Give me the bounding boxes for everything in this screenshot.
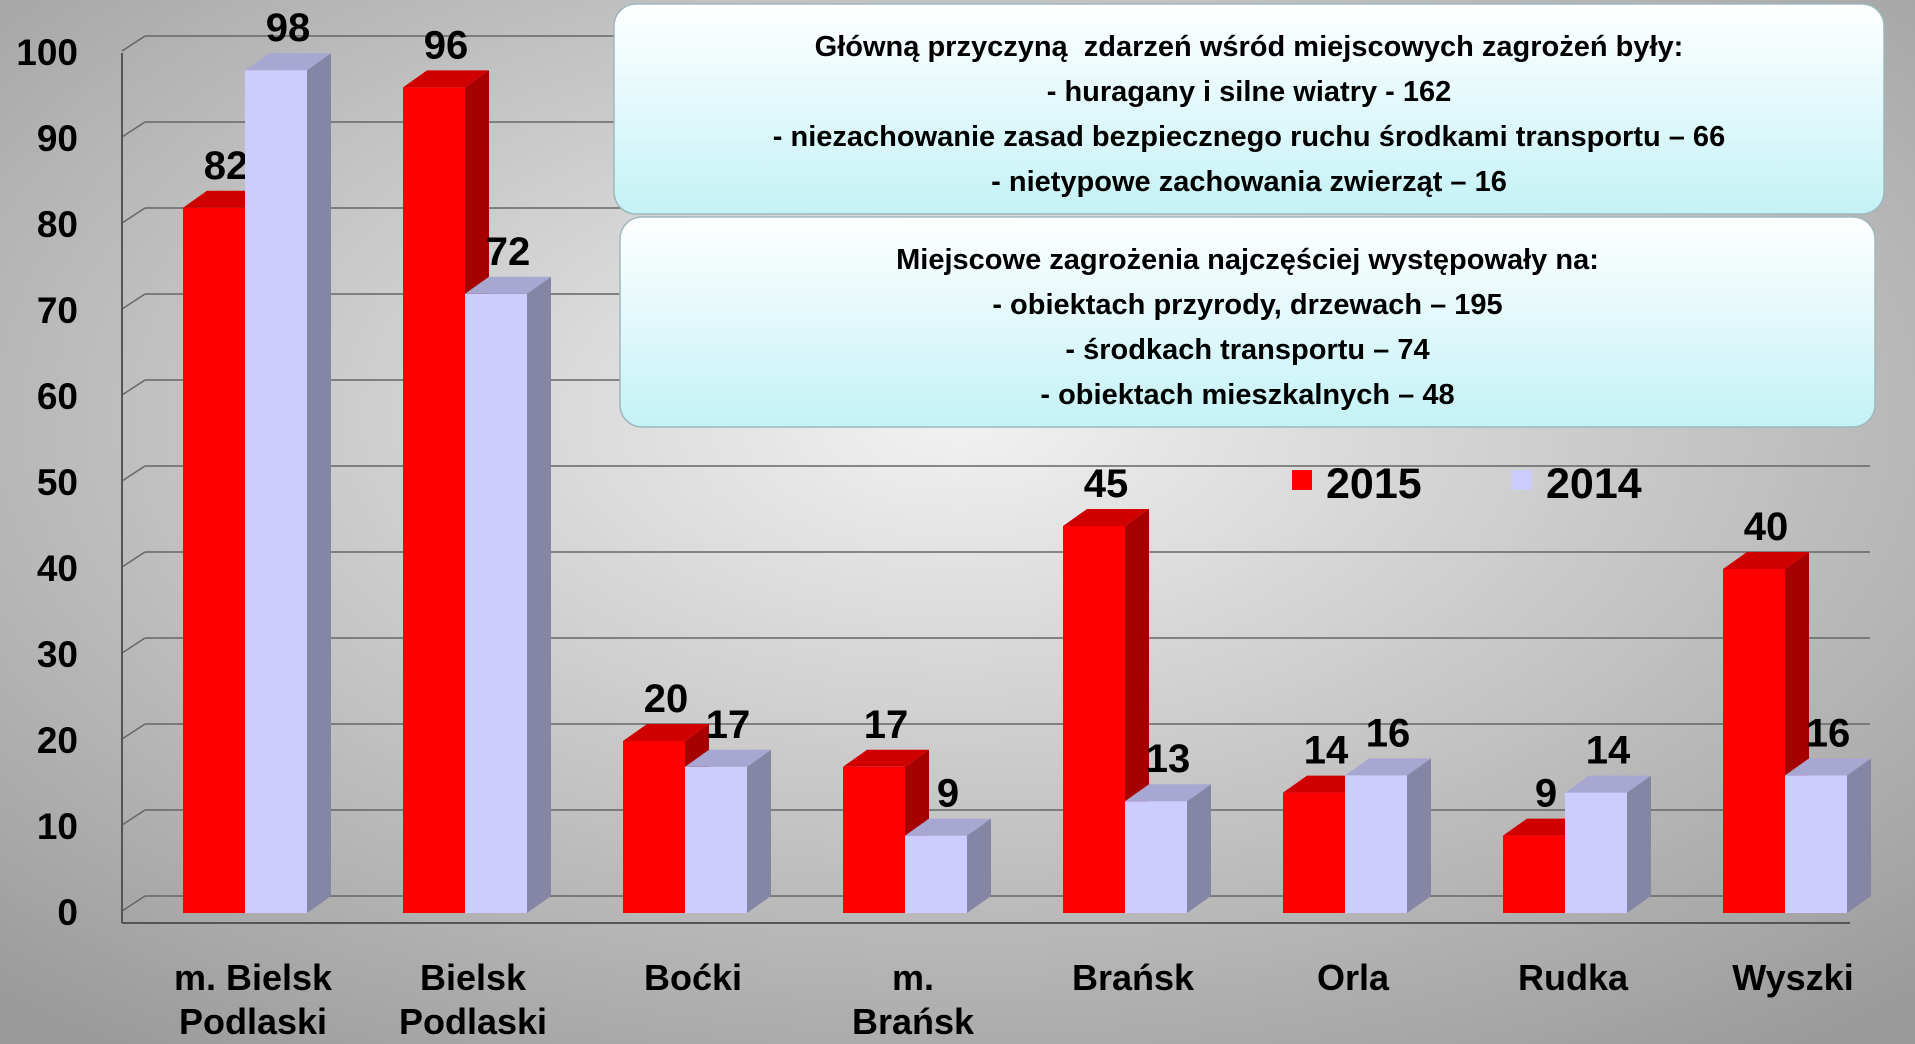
x-tick-label: Brańsk [1072, 957, 1195, 998]
bar-top [843, 749, 929, 767]
annotation-box [613, 3, 1885, 215]
y-tick-label: 100 [16, 32, 78, 73]
bar-side [1187, 784, 1211, 913]
data-label: 98 [266, 6, 311, 50]
legend-label: 2015 [1326, 460, 1422, 508]
y-tick-label: 50 [37, 462, 78, 503]
legend-swatch [1292, 470, 1312, 490]
x-tick-label: Rudka [1518, 957, 1629, 998]
x-tick-label: Boćki [644, 957, 742, 998]
data-label: 82 [204, 144, 249, 188]
annotation-box [619, 216, 1876, 428]
data-label: 72 [486, 230, 531, 274]
bar-top [1785, 758, 1871, 776]
bar-top [1063, 509, 1149, 526]
annotation-text: - obiektach mieszkalnych – 48 [1040, 379, 1454, 411]
bar-top [1723, 552, 1809, 569]
bar-top [623, 724, 709, 741]
bar-top [905, 818, 991, 836]
bar-side [1407, 758, 1431, 913]
annotation-text: Główną przyczyną zdarzeń wśród miejscowy… [815, 31, 1684, 63]
bar [1503, 835, 1565, 913]
bar-top [685, 749, 771, 767]
data-label: 45 [1084, 462, 1129, 506]
data-label: 96 [424, 23, 469, 67]
data-label: 17 [864, 703, 909, 747]
annotation-text: - obiektach przyrody, drzewach – 195 [992, 289, 1502, 321]
grid-line [121, 723, 146, 740]
y-tick-label: 20 [37, 720, 78, 761]
bar [843, 766, 905, 913]
grid-line [121, 293, 146, 310]
legend-label: 2014 [1546, 460, 1642, 508]
grid-line [121, 207, 146, 224]
bar [1345, 775, 1407, 913]
y-tick-label: 10 [37, 806, 78, 847]
grid-line [121, 35, 146, 52]
x-tick-label: Wyszki [1732, 957, 1853, 998]
y-tick-label: 60 [37, 376, 78, 417]
grid-line [121, 121, 146, 138]
x-tick-label: m. Bielsk Podlaski [174, 957, 333, 1042]
data-label: 13 [1146, 737, 1191, 781]
y-tick-label: 70 [37, 290, 78, 331]
bar [1125, 801, 1187, 913]
bar-top [1125, 784, 1211, 802]
bar-top [403, 70, 489, 88]
bar [1063, 526, 1125, 913]
data-label: 9 [937, 772, 959, 816]
bar-side [527, 276, 551, 913]
grid-line [121, 809, 146, 826]
data-label: 16 [1366, 711, 1411, 755]
bar [623, 741, 685, 913]
y-tick-label: 40 [37, 548, 78, 589]
data-label: 14 [1586, 729, 1631, 773]
annotation-text: Miejscowe zagrożenia najczęściej występo… [896, 244, 1599, 276]
bar [403, 87, 465, 913]
bar-side [1847, 758, 1871, 913]
bar [1283, 792, 1345, 913]
grid-line [121, 379, 146, 396]
bar [905, 835, 967, 913]
bar [465, 293, 527, 913]
bar-top [465, 276, 551, 294]
bar [1565, 792, 1627, 913]
data-label: 14 [1304, 729, 1349, 773]
bar-top [245, 53, 331, 71]
data-label: 17 [706, 703, 751, 747]
annotation-text: - środkach transportu – 74 [1065, 334, 1429, 366]
annotation-text: - huragany i silne wiatry - 162 [1047, 76, 1452, 108]
bar-side [307, 53, 331, 913]
grid-line [121, 895, 146, 912]
data-label: 40 [1744, 505, 1789, 549]
x-tick-label: m. Brańsk [852, 957, 975, 1042]
data-label: 9 [1535, 772, 1557, 816]
grid-line [121, 465, 146, 482]
y-tick-label: 90 [37, 118, 78, 159]
legend-swatch [1512, 470, 1532, 490]
y-tick-label: 0 [57, 892, 78, 933]
grid-line [121, 551, 146, 568]
annotation-text: - nietypowe zachowania zwierząt – 16 [991, 166, 1507, 198]
bar [1785, 775, 1847, 913]
data-label: 16 [1806, 711, 1851, 755]
annotation-text: - niezachowanie zasad bezpiecznego ruchu… [773, 121, 1725, 153]
y-tick-label: 80 [37, 204, 78, 245]
bar-top [1345, 758, 1431, 776]
y-tick-label: 30 [37, 634, 78, 675]
bar [1723, 569, 1785, 913]
bar [245, 70, 307, 913]
bar-side [1627, 775, 1651, 913]
data-label: 20 [644, 677, 689, 721]
bar [183, 207, 245, 914]
grid-line [121, 637, 146, 654]
x-tick-label: Bielsk Podlaski [399, 957, 547, 1042]
bar-side [747, 749, 771, 913]
x-tick-label: Orla [1317, 957, 1390, 998]
bar-top [1565, 775, 1651, 793]
bar [685, 766, 747, 913]
bar-side [967, 818, 991, 913]
